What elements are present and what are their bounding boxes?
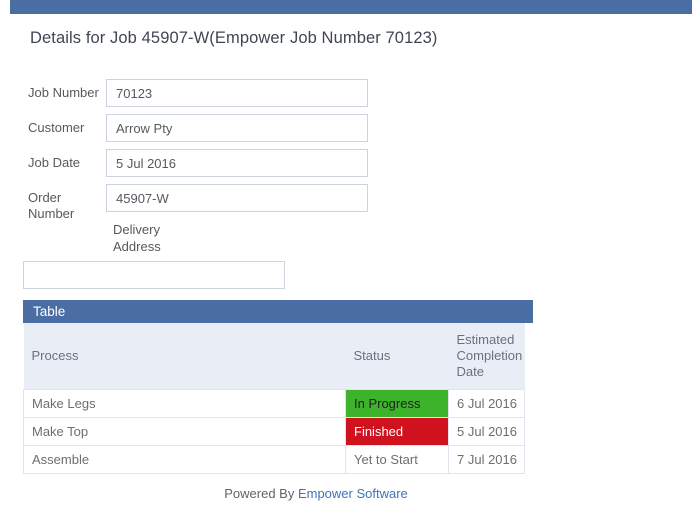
status-column-header: Status [345, 323, 449, 389]
process-column-header: Process [23, 323, 346, 389]
empower-software-link[interactable]: Empower Software [297, 486, 408, 501]
form-row-job-date: Job Date [0, 149, 692, 177]
order-number-input[interactable] [106, 184, 368, 212]
status-badge: Yet to Start [345, 444, 449, 474]
process-table: Process Status Estimated Completion Date… [23, 323, 525, 474]
form-row-customer: Customer [0, 114, 692, 142]
table-section-title: Table [33, 304, 66, 319]
table-header-row: Process Status Estimated Completion Date [23, 323, 525, 389]
table-row: Make Top Finished 5 Jul 2016 [23, 416, 525, 446]
page-title: Details for Job 45907-W(Empower Job Numb… [30, 29, 438, 47]
process-cell: Make Legs [23, 388, 346, 418]
date-cell: 7 Jul 2016 [448, 444, 525, 474]
top-accent-bar [10, 0, 692, 14]
date-cell: 6 Jul 2016 [448, 388, 525, 418]
customer-input[interactable] [106, 114, 368, 142]
job-date-label: Job Date [28, 155, 81, 170]
form-row-order-number: Order Number [0, 184, 692, 221]
date-cell: 5 Jul 2016 [448, 416, 525, 446]
customer-label: Customer [28, 120, 85, 135]
job-number-label: Job Number [28, 85, 99, 100]
powered-by-text: Powered By [224, 486, 298, 501]
table-row: Make Legs In Progress 6 Jul 2016 [23, 388, 525, 418]
table-row: Assemble Yet to Start 7 Jul 2016 [23, 444, 525, 474]
status-badge: In Progress [345, 388, 449, 418]
process-cell: Make Top [23, 416, 346, 446]
table-section-header: Table [23, 300, 533, 323]
job-date-input[interactable] [106, 149, 368, 177]
delivery-address-label: Delivery Address [113, 222, 161, 254]
order-number-label: Order Number [28, 190, 75, 221]
process-cell: Assemble [23, 444, 346, 474]
job-number-input[interactable] [106, 79, 368, 107]
delivery-address-input[interactable] [23, 261, 285, 289]
footer: Powered By Empower Software [23, 486, 609, 501]
status-badge: Finished [345, 416, 449, 446]
form-row-job-number: Job Number [0, 79, 692, 107]
estimated-completion-date-column-header: Estimated Completion Date [448, 323, 525, 389]
